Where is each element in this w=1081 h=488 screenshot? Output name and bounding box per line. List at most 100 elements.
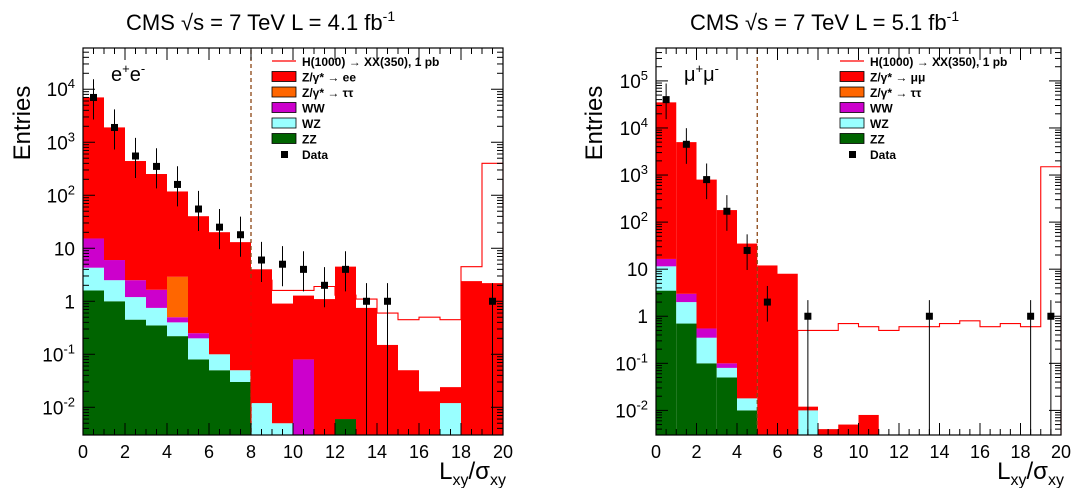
bar-zee (314, 299, 335, 435)
bar-zee (440, 387, 461, 404)
bar-zee (230, 242, 251, 371)
legend-label: WZ (302, 117, 321, 131)
legend-box-swatch (839, 133, 865, 144)
bar-zee (104, 127, 125, 261)
legend-label: Z/γ* → ee (302, 71, 356, 85)
data-point (195, 205, 202, 213)
bar-wz (83, 267, 104, 291)
y-tick-label: 1 (64, 292, 75, 313)
legend-label: ZZ (870, 133, 885, 147)
channel-label: μ+μ- (684, 61, 719, 86)
legend-item: Data (849, 148, 896, 162)
bar-zz (696, 363, 717, 435)
bar-zz (125, 319, 146, 435)
bar-zee (293, 295, 314, 360)
bar-wz (251, 403, 272, 435)
legend-item: WZ (271, 117, 321, 131)
legend-item: WZ (839, 117, 889, 131)
x-tick-label: 14 (929, 442, 949, 462)
legend-label: H(1000) → XX(350), 1 pb (302, 55, 439, 69)
x-tick-label: 16 (970, 442, 990, 462)
bar-wz (104, 280, 125, 302)
x-tick-label: 12 (889, 442, 909, 462)
bar-ww (104, 260, 125, 281)
x-tick-label: 18 (1010, 442, 1030, 462)
data-point (925, 312, 933, 320)
legend-label: Z/γ* → ττ (870, 86, 922, 100)
bar-wz (737, 398, 758, 411)
x-tick-label: 16 (409, 442, 429, 462)
y-tick-label: 10-2 (615, 397, 648, 422)
data-points (662, 83, 1055, 435)
y-tick-label: 104 (620, 115, 648, 140)
bar-wz (230, 370, 251, 382)
legend-box-swatch (271, 102, 297, 113)
legend-item: Z/γ* → ττ (839, 86, 922, 100)
y-tick-label: 103 (620, 162, 648, 187)
legend-item: WW (839, 102, 893, 116)
bar-zz (716, 377, 737, 435)
bar-ww (696, 328, 717, 338)
bar-wz (676, 302, 697, 324)
bar-ww (293, 359, 314, 435)
legend-label: Data (302, 148, 328, 162)
x-tick-label: 4 (732, 442, 742, 462)
y-tick-label: 103 (47, 129, 75, 154)
bar-zz (335, 419, 356, 435)
data-point (363, 297, 370, 305)
legend-item: Z/γ* → ee (271, 71, 356, 85)
legend-item: Data (281, 148, 328, 162)
bar-zee (272, 303, 293, 424)
chart-title: CMS √s = 7 TeV L = 5.1 fb-1 (690, 8, 959, 35)
bar-z (676, 142, 697, 294)
data-point (763, 298, 771, 306)
x-tick-label: 12 (325, 442, 345, 462)
x-tick-label: 4 (162, 442, 172, 462)
data-point (132, 152, 139, 160)
x-tick-label: 0 (78, 442, 88, 462)
y-tick-label: 10-2 (42, 394, 75, 419)
data-point (703, 176, 711, 184)
legend-label: WW (302, 102, 325, 116)
data-point (723, 207, 731, 215)
legend-box-swatch (839, 102, 865, 113)
data-point (342, 265, 349, 273)
bar-ww (716, 363, 737, 368)
legend-label: WZ (870, 117, 889, 131)
legend-label: Z/γ* → ττ (302, 86, 354, 100)
data-point (90, 93, 97, 101)
data-point (279, 260, 286, 268)
bar-ww (167, 317, 188, 323)
data-point (111, 123, 118, 131)
data-points (90, 79, 496, 435)
data-point (682, 140, 690, 148)
y-tick-label: 102 (47, 182, 75, 207)
x-axis: 0 2 4 6 8 10 12 14 16 18 20 (78, 48, 513, 462)
legend-label: WW (870, 102, 893, 116)
legend-item: Z/γ* → μμ (839, 71, 925, 85)
bar-zee (251, 269, 272, 404)
bar-z (757, 265, 778, 435)
data-point (216, 223, 223, 231)
bar-zee (419, 391, 440, 435)
legend-box-swatch (271, 86, 297, 98)
bar-zee (188, 216, 209, 334)
x-tick-label: 2 (691, 442, 701, 462)
data-point (237, 231, 244, 239)
legend-label: Data (870, 148, 896, 162)
x-axis-title: Lxy/σxy (997, 458, 1064, 488)
x-axis: 0 2 4 6 8 10 12 14 16 18 20 (651, 48, 1071, 462)
data-point (743, 246, 751, 254)
legend: H(1000) → XX(350), 1 pb Z/γ* → μμZ/γ* → τ… (839, 55, 1007, 162)
x-tick-label: 10 (848, 442, 868, 462)
bar-zee (167, 191, 188, 277)
bar-zee (209, 232, 230, 355)
bar-zee (125, 161, 146, 281)
legend-item: ZZ (839, 133, 885, 147)
legend-box-swatch (839, 86, 865, 98)
data-point (258, 256, 265, 264)
y-axis-title: Entries (9, 86, 36, 161)
bar-zee (335, 266, 356, 420)
y-tick-label: 105 (620, 68, 648, 93)
